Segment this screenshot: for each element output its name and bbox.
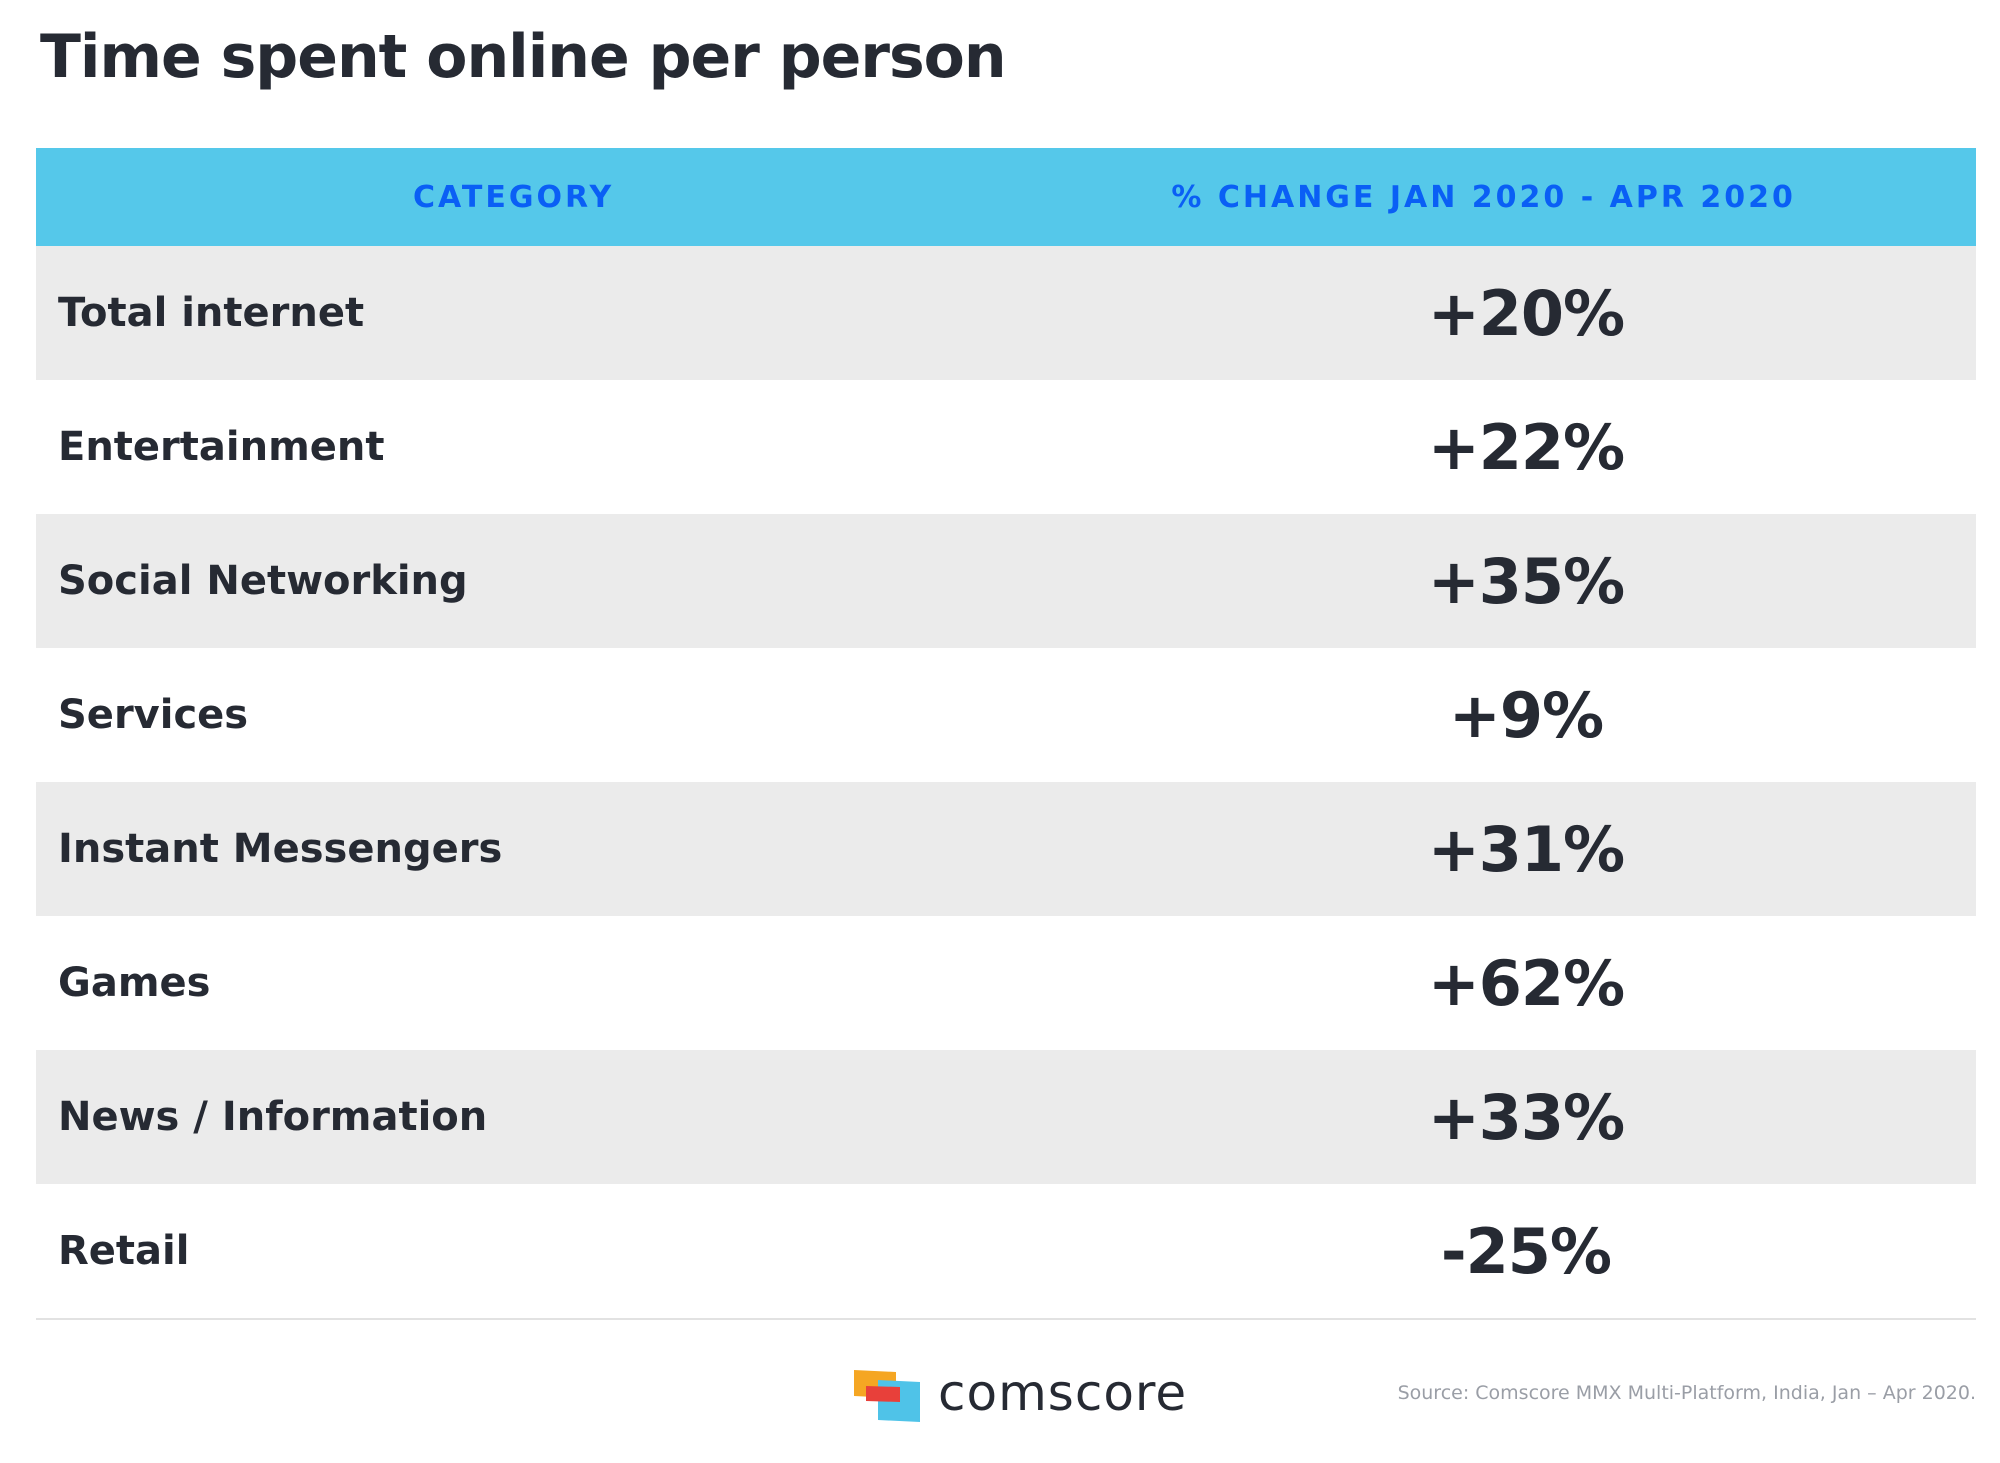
data-table: CATEGORY % CHANGE JAN 2020 - APR 2020 To… — [36, 148, 1976, 1320]
row-category: Entertainment — [58, 424, 385, 470]
comscore-logo-icon — [854, 1370, 920, 1422]
row-change: +20% — [1427, 276, 1625, 350]
row-category: News / Information — [58, 1094, 488, 1140]
column-header-category: CATEGORY — [413, 179, 615, 215]
row-change: +22% — [1427, 410, 1625, 484]
row-category: Games — [58, 960, 211, 1006]
table-row: News / Information +33% — [36, 1050, 1976, 1184]
row-category: Services — [58, 692, 249, 738]
table-row: Total internet +20% — [36, 246, 1976, 380]
source-note: Source: Comscore MMX Multi-Platform, Ind… — [1397, 1382, 1976, 1404]
footer: comscore Source: Comscore MMX Multi-Plat… — [0, 1360, 2000, 1430]
row-change: +33% — [1427, 1080, 1625, 1154]
table-header: CATEGORY % CHANGE JAN 2020 - APR 2020 — [36, 148, 1976, 246]
row-category: Social Networking — [58, 558, 468, 604]
table-row: Instant Messengers +31% — [36, 782, 1976, 916]
row-category: Retail — [58, 1228, 190, 1274]
chart-title: Time spent online per person — [40, 22, 1007, 92]
table-bottom-rule — [36, 1318, 1976, 1320]
brand-name: comscore — [938, 1364, 1188, 1422]
table-row: Social Networking +35% — [36, 514, 1976, 648]
table-row: Entertainment +22% — [36, 380, 1976, 514]
table-row: Retail -25% — [36, 1184, 1976, 1318]
row-category: Total internet — [58, 290, 365, 336]
table-row: Services +9% — [36, 648, 1976, 782]
row-category: Instant Messengers — [58, 826, 503, 872]
column-header-change: % CHANGE JAN 2020 - APR 2020 — [1171, 179, 1796, 215]
row-change: +35% — [1427, 544, 1625, 618]
row-change: +31% — [1427, 812, 1625, 886]
row-change: +9% — [1448, 678, 1604, 752]
row-change: -25% — [1440, 1214, 1612, 1288]
table-row: Games +62% — [36, 916, 1976, 1050]
row-change: +62% — [1427, 946, 1625, 1020]
